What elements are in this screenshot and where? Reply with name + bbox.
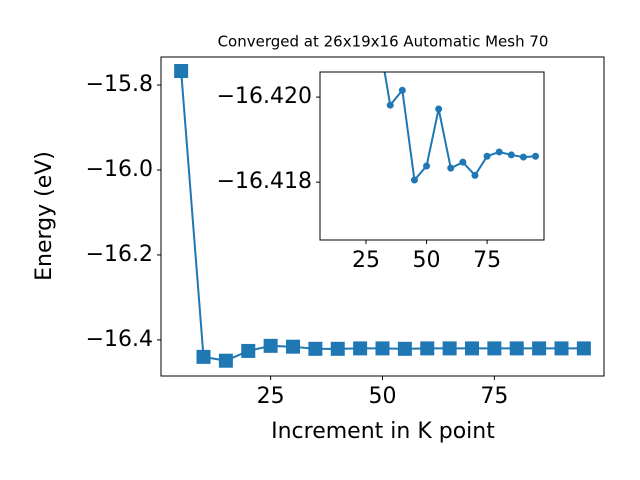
y-tick-label: −16.418 — [217, 169, 312, 194]
plot-area — [320, 72, 544, 240]
marker — [519, 153, 527, 161]
marker — [483, 152, 491, 160]
chart-title: Converged at 26x19x16 Automatic Mesh 70 — [218, 33, 549, 51]
plot-clip — [174, 64, 591, 368]
marker — [398, 86, 406, 94]
marker — [435, 105, 443, 113]
y-axis-label: Energy (eV) — [32, 151, 57, 281]
marker — [375, 341, 390, 356]
marker — [459, 158, 467, 166]
marker — [286, 339, 301, 354]
marker — [330, 341, 345, 356]
marker — [196, 349, 211, 364]
x-tick-label: 50 — [369, 384, 397, 409]
x-tick-label: 25 — [257, 384, 285, 409]
marker — [174, 64, 189, 79]
marker — [218, 353, 233, 368]
marker — [507, 151, 515, 159]
marker — [386, 101, 394, 109]
plot-clip — [383, 72, 540, 184]
x-tick-label: 75 — [480, 384, 508, 409]
marker — [442, 341, 457, 356]
x-tick-label: 25 — [352, 248, 380, 273]
y-tick-label: −16.0 — [86, 157, 153, 182]
marker — [487, 341, 502, 356]
marker — [554, 341, 569, 356]
marker — [423, 162, 431, 170]
marker — [308, 341, 323, 356]
marker — [532, 152, 540, 160]
x-tick-label: 75 — [473, 248, 501, 273]
marker — [464, 341, 479, 356]
marker — [495, 148, 503, 156]
y-tick-label: −16.2 — [86, 242, 153, 267]
marker — [447, 164, 455, 172]
y-tick-label: −15.8 — [86, 72, 153, 97]
y-tick-label: −16.4 — [86, 327, 153, 352]
marker — [532, 341, 547, 356]
x-axis-label: Increment in K point — [271, 419, 495, 444]
marker — [241, 343, 256, 358]
y-tick-label: −16.420 — [217, 84, 312, 109]
marker — [353, 341, 368, 356]
marker — [397, 341, 412, 356]
marker — [576, 341, 591, 356]
marker — [471, 171, 479, 179]
marker — [420, 341, 435, 356]
x-tick-label: 50 — [413, 248, 441, 273]
axes-frame — [319, 71, 545, 241]
marker — [410, 176, 418, 184]
marker — [263, 338, 278, 353]
marker — [509, 341, 524, 356]
